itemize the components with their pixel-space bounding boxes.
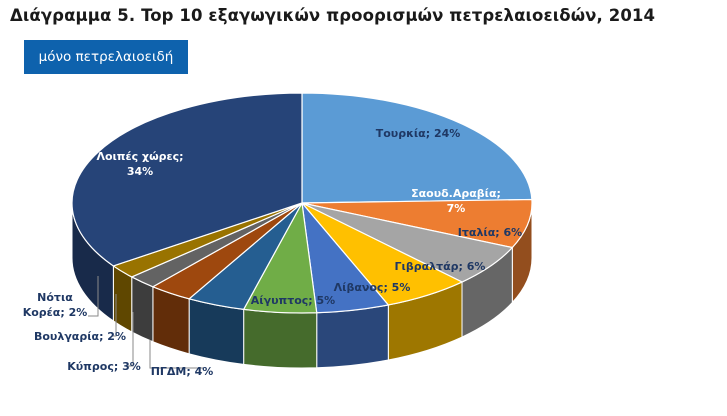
leader-line <box>149 340 204 369</box>
slice-label: ΠΓΔΜ; 4% <box>151 365 214 378</box>
leader-line <box>112 294 117 337</box>
pie-slice[interactable] <box>301 198 533 249</box>
slice-label: Λοιπές χώρες; 34% <box>96 150 183 178</box>
slice-label: Γιβραλτάρ; 6% <box>395 260 486 273</box>
pie-slice-side <box>243 308 318 369</box>
slice-label: Ιταλία; 6% <box>458 226 522 239</box>
pie-slice-side <box>131 276 154 343</box>
slice-label: Κύπρος; 3% <box>67 360 141 373</box>
pie-slice-side <box>316 304 389 369</box>
leader-line <box>128 312 134 367</box>
slice-label: Σαουδ.Αραβία; 7% <box>411 187 501 215</box>
slice-label: Βουλγαρία; 2% <box>34 330 126 343</box>
slice-label: Λίβανος; 5% <box>334 281 411 294</box>
pie-slice[interactable] <box>301 92 533 204</box>
chart-title: Διάγραμμα 5. Top 10 εξαγωγικών προορισμώ… <box>10 6 656 25</box>
pie-slice[interactable] <box>71 92 303 267</box>
leader-line <box>88 276 99 317</box>
slice-label: Αίγυπτος; 5% <box>251 294 335 307</box>
slice-label: Τουρκία; 24% <box>376 127 461 140</box>
filter-badge[interactable]: μόνο πετρελαιοειδή <box>24 40 188 74</box>
slice-label: Νότια Κορέα; 2% <box>23 291 88 319</box>
